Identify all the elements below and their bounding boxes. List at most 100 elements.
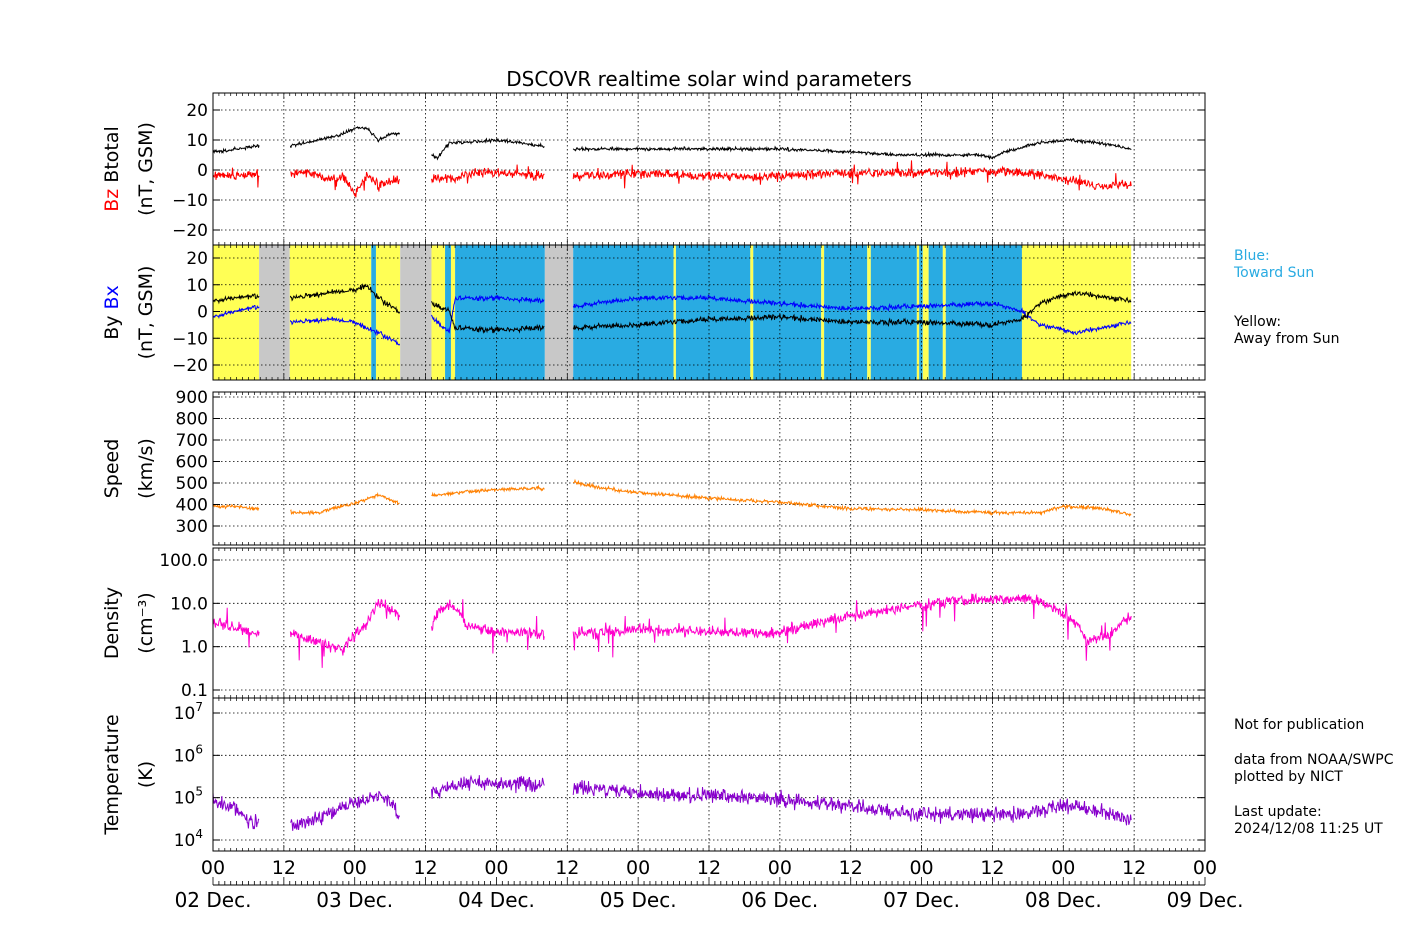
update-time: 2024/12/08 11:25 UT <box>1234 821 1383 837</box>
sector-away <box>431 245 446 380</box>
x-axis: 00 12 00 12 00 12 00 12 00 12 00 12 00 12 00 02 Dec. 03 … <box>175 857 1244 912</box>
publication-note: Not for publication <box>1234 717 1365 733</box>
x-day-label: 04 Dec. <box>458 888 535 912</box>
y-tick-label: 106 <box>174 742 203 766</box>
sector-toward <box>675 245 751 380</box>
y-tick-label: 400 <box>176 496 208 516</box>
y-tick-label: 0 <box>197 303 208 323</box>
y-tick-label: −20 <box>172 221 208 241</box>
x-tick-label: 12 <box>413 857 437 879</box>
series-bz <box>213 160 1132 198</box>
away-sun-title: Yellow: <box>1234 314 1282 330</box>
update-label: Last update: <box>1234 804 1322 820</box>
series-density <box>213 592 1132 668</box>
y-tick-label: 0 <box>197 161 208 181</box>
away-sun-text: Away from Sun <box>1234 331 1340 347</box>
x-tick-label: 00 <box>909 857 933 879</box>
toward-sun-title: Blue: <box>1234 248 1270 264</box>
y-tick-label: 300 <box>176 517 208 537</box>
y-tick-label: 20 <box>186 101 208 121</box>
x-tick-label: 00 <box>1193 857 1217 879</box>
y-tick-label: 20 <box>186 249 208 269</box>
sector-away <box>942 245 946 380</box>
y-units: (nT, GSM) <box>135 266 157 360</box>
sector-gap <box>544 245 574 380</box>
panel-temperature: 107 106 105 104 Temperature (K) <box>101 697 1206 852</box>
x-tick-label: 00 <box>343 857 367 879</box>
y-units: (km/s) <box>135 438 157 499</box>
y-tick-label: 700 <box>176 431 208 451</box>
x-tick-label: 12 <box>1122 857 1146 879</box>
sector-away <box>1021 245 1132 380</box>
x-tick-label: 12 <box>272 857 296 879</box>
y-units: (cm⁻³) <box>135 592 157 653</box>
chart-title: DSCOVR realtime solar wind parameters <box>506 67 912 91</box>
y-tick-label: 105 <box>174 785 203 809</box>
panel-density: 100.0 10.0 1.0 0.1 Density (cm⁻³) <box>101 547 1206 701</box>
y-units: (K) <box>135 761 157 788</box>
x-tick-label: 12 <box>555 857 579 879</box>
sector-away <box>673 245 676 380</box>
y-label: Temperature <box>101 714 123 835</box>
sector-toward <box>919 245 923 380</box>
sector-away <box>821 245 825 380</box>
y-label-part: Btotal <box>101 126 123 189</box>
y-tick-label: 107 <box>174 700 203 724</box>
x-day-label: 08 Dec. <box>1025 888 1102 912</box>
y-tick-label: 10.0 <box>170 594 208 614</box>
sector-away <box>750 245 754 380</box>
sector-away <box>289 245 372 380</box>
sector-toward <box>573 245 674 380</box>
y-label-part: By <box>101 316 123 340</box>
x-tick-label: 00 <box>484 857 508 879</box>
y-tick-label: 10 <box>186 276 208 296</box>
away-sun-note: Yellow: Away from Sun <box>1234 314 1339 348</box>
source-note: data from NOAA/SWPC plotted by NICT <box>1234 752 1393 786</box>
sector-toward <box>945 245 1022 380</box>
sector-gap <box>259 245 290 380</box>
series-speed <box>213 478 1132 518</box>
update-note: Last update: 2024/12/08 11:25 UT <box>1234 804 1383 838</box>
x-tick-label: 12 <box>980 857 1004 879</box>
y-label: Speed <box>101 439 123 499</box>
y-tick-label: 10 <box>186 131 208 151</box>
x-day-label: 03 Dec. <box>316 888 393 912</box>
series-btotal <box>213 125 1132 161</box>
y-tick-exponent: 6 <box>195 742 203 756</box>
y-tick-label: 0.1 <box>181 681 208 701</box>
sector-away <box>916 245 920 380</box>
sector-away <box>867 245 871 380</box>
x-tick-label: 12 <box>697 857 721 879</box>
sector-toward <box>371 245 376 380</box>
sector-toward <box>870 245 917 380</box>
y-tick-label: 900 <box>176 388 208 408</box>
series-by <box>213 283 1132 335</box>
y-tick-label: 104 <box>174 827 203 851</box>
sector-toward <box>455 245 545 380</box>
y-tick-exponent: 5 <box>195 785 203 799</box>
series-bx <box>213 294 1132 346</box>
sector-toward <box>753 245 822 380</box>
x-tick-label: 00 <box>768 857 792 879</box>
x-tick-label: 12 <box>839 857 863 879</box>
panel-bfield: 20 10 0 −10 −20 Bz Btotal (nT, GSM) <box>101 92 1206 246</box>
y-label: Density <box>101 587 123 659</box>
y-tick-label: 500 <box>176 474 208 494</box>
source-nict: plotted by NICT <box>1234 769 1343 785</box>
source-noaa: data from NOAA/SWPC <box>1234 752 1394 768</box>
sector-away <box>375 245 401 380</box>
x-tick-label: 00 <box>201 857 225 879</box>
toward-sun-note: Blue: Toward Sun <box>1234 248 1314 282</box>
x-day-label: 06 Dec. <box>741 888 818 912</box>
panel-by: 20 10 0 −10 −20 By Bx (nT, GSM) <box>101 244 1206 381</box>
y-tick-exponent: 4 <box>195 827 203 841</box>
series-temp <box>213 774 1132 831</box>
x-day-label: 07 Dec. <box>883 888 960 912</box>
panel-frame <box>212 547 1206 699</box>
sector-gap <box>400 245 432 380</box>
toward-sun-text: Toward Sun <box>1234 265 1315 281</box>
y-tick-label: −10 <box>172 191 208 211</box>
y-label-part: Bx <box>101 285 123 315</box>
